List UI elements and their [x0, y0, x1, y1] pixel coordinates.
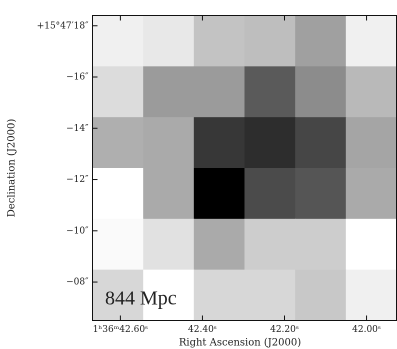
- heatmap-cell: [346, 117, 397, 168]
- heatmap-cell: [295, 16, 346, 67]
- y-tick-label: −10″: [66, 226, 89, 236]
- heatmap-cell: [346, 16, 397, 67]
- heatmap-cell: [245, 219, 296, 270]
- heatmap-cell: [346, 270, 397, 321]
- y-tick-label: −12″: [66, 175, 89, 185]
- y-tick-label: −08″: [66, 278, 89, 288]
- heatmap-cell: [295, 168, 346, 219]
- heatmap-cell: [295, 117, 346, 168]
- heatmap-cell: [346, 219, 397, 270]
- heatmap-cell: [194, 16, 245, 67]
- x-tick-label: 42.40ˢ: [188, 325, 217, 335]
- heatmap-cell: [93, 219, 144, 270]
- heatmap-cell: [93, 168, 144, 219]
- heatmap-cell: [346, 66, 397, 117]
- heatmap-cell: [295, 66, 346, 117]
- annotation: 844 Mpc: [105, 288, 177, 310]
- heatmap-cell: [346, 168, 397, 219]
- y-tick-label: −16″: [66, 73, 89, 83]
- heatmap-cell: [143, 219, 194, 270]
- heatmap-cell: [194, 168, 245, 219]
- heatmap-cell: [143, 66, 194, 117]
- y-tick-label: +15°47′18″: [37, 21, 89, 31]
- heatmap: [93, 16, 397, 322]
- page: 844 Mpc Right Ascension (J2000) Declinat…: [0, 0, 397, 349]
- chart: 844 Mpc Right Ascension (J2000) Declinat…: [0, 0, 397, 349]
- heatmap-cell: [194, 66, 245, 117]
- x-tick-label: 42.00ˢ: [352, 325, 381, 335]
- heatmap-cell: [245, 66, 296, 117]
- y-tick-label: −14″: [66, 124, 89, 134]
- x-tick-label: 42.20ˢ: [270, 325, 299, 335]
- heatmap-cell: [245, 168, 296, 219]
- heatmap-cell: [194, 219, 245, 270]
- heatmap-cell: [245, 270, 296, 321]
- heatmap-cell: [143, 117, 194, 168]
- heatmap-cell: [295, 270, 346, 321]
- y-axis-title: Declination (J2000): [7, 119, 18, 218]
- heatmap-cell: [245, 16, 296, 67]
- x-tick-label: 1ʰ36ᵐ42.60ˢ: [93, 325, 148, 335]
- heatmap-cell: [143, 16, 194, 67]
- heatmap-cell: [143, 168, 194, 219]
- heatmap-cell: [194, 117, 245, 168]
- heatmap-cell: [93, 117, 144, 168]
- heatmap-cell: [93, 16, 144, 67]
- heatmap-cell: [93, 66, 144, 117]
- heatmap-cell: [194, 270, 245, 321]
- x-axis-title: Right Ascension (J2000): [179, 338, 301, 349]
- heatmap-cell: [245, 117, 296, 168]
- heatmap-cell: [295, 219, 346, 270]
